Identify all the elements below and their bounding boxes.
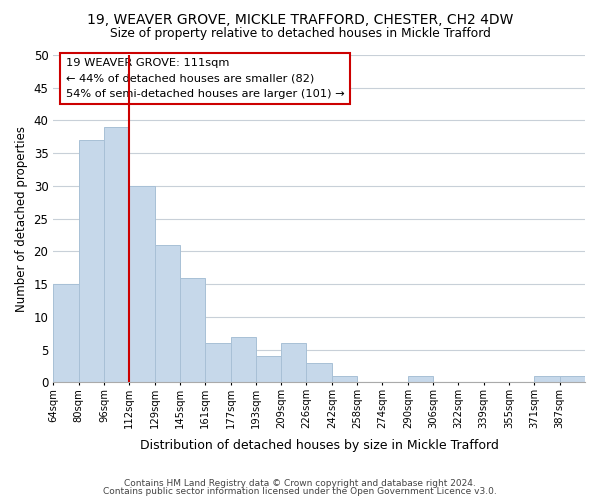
Bar bbox=[408, 376, 433, 382]
Text: 19, WEAVER GROVE, MICKLE TRAFFORD, CHESTER, CH2 4DW: 19, WEAVER GROVE, MICKLE TRAFFORD, CHEST… bbox=[87, 12, 513, 26]
Text: Contains HM Land Registry data © Crown copyright and database right 2024.: Contains HM Land Registry data © Crown c… bbox=[124, 478, 476, 488]
Y-axis label: Number of detached properties: Number of detached properties bbox=[15, 126, 28, 312]
Bar bbox=[53, 284, 79, 382]
Text: Contains public sector information licensed under the Open Government Licence v3: Contains public sector information licen… bbox=[103, 487, 497, 496]
Bar bbox=[205, 343, 230, 382]
Bar bbox=[180, 278, 205, 382]
Bar bbox=[256, 356, 281, 382]
Bar bbox=[129, 186, 155, 382]
Bar bbox=[230, 336, 256, 382]
Bar bbox=[281, 343, 307, 382]
Bar bbox=[307, 363, 332, 382]
Bar bbox=[535, 376, 560, 382]
X-axis label: Distribution of detached houses by size in Mickle Trafford: Distribution of detached houses by size … bbox=[140, 440, 499, 452]
Bar bbox=[104, 127, 129, 382]
Bar bbox=[560, 376, 585, 382]
Text: 19 WEAVER GROVE: 111sqm
← 44% of detached houses are smaller (82)
54% of semi-de: 19 WEAVER GROVE: 111sqm ← 44% of detache… bbox=[66, 58, 344, 98]
Bar bbox=[79, 140, 104, 382]
Text: Size of property relative to detached houses in Mickle Trafford: Size of property relative to detached ho… bbox=[110, 28, 490, 40]
Bar bbox=[332, 376, 357, 382]
Bar bbox=[155, 245, 180, 382]
